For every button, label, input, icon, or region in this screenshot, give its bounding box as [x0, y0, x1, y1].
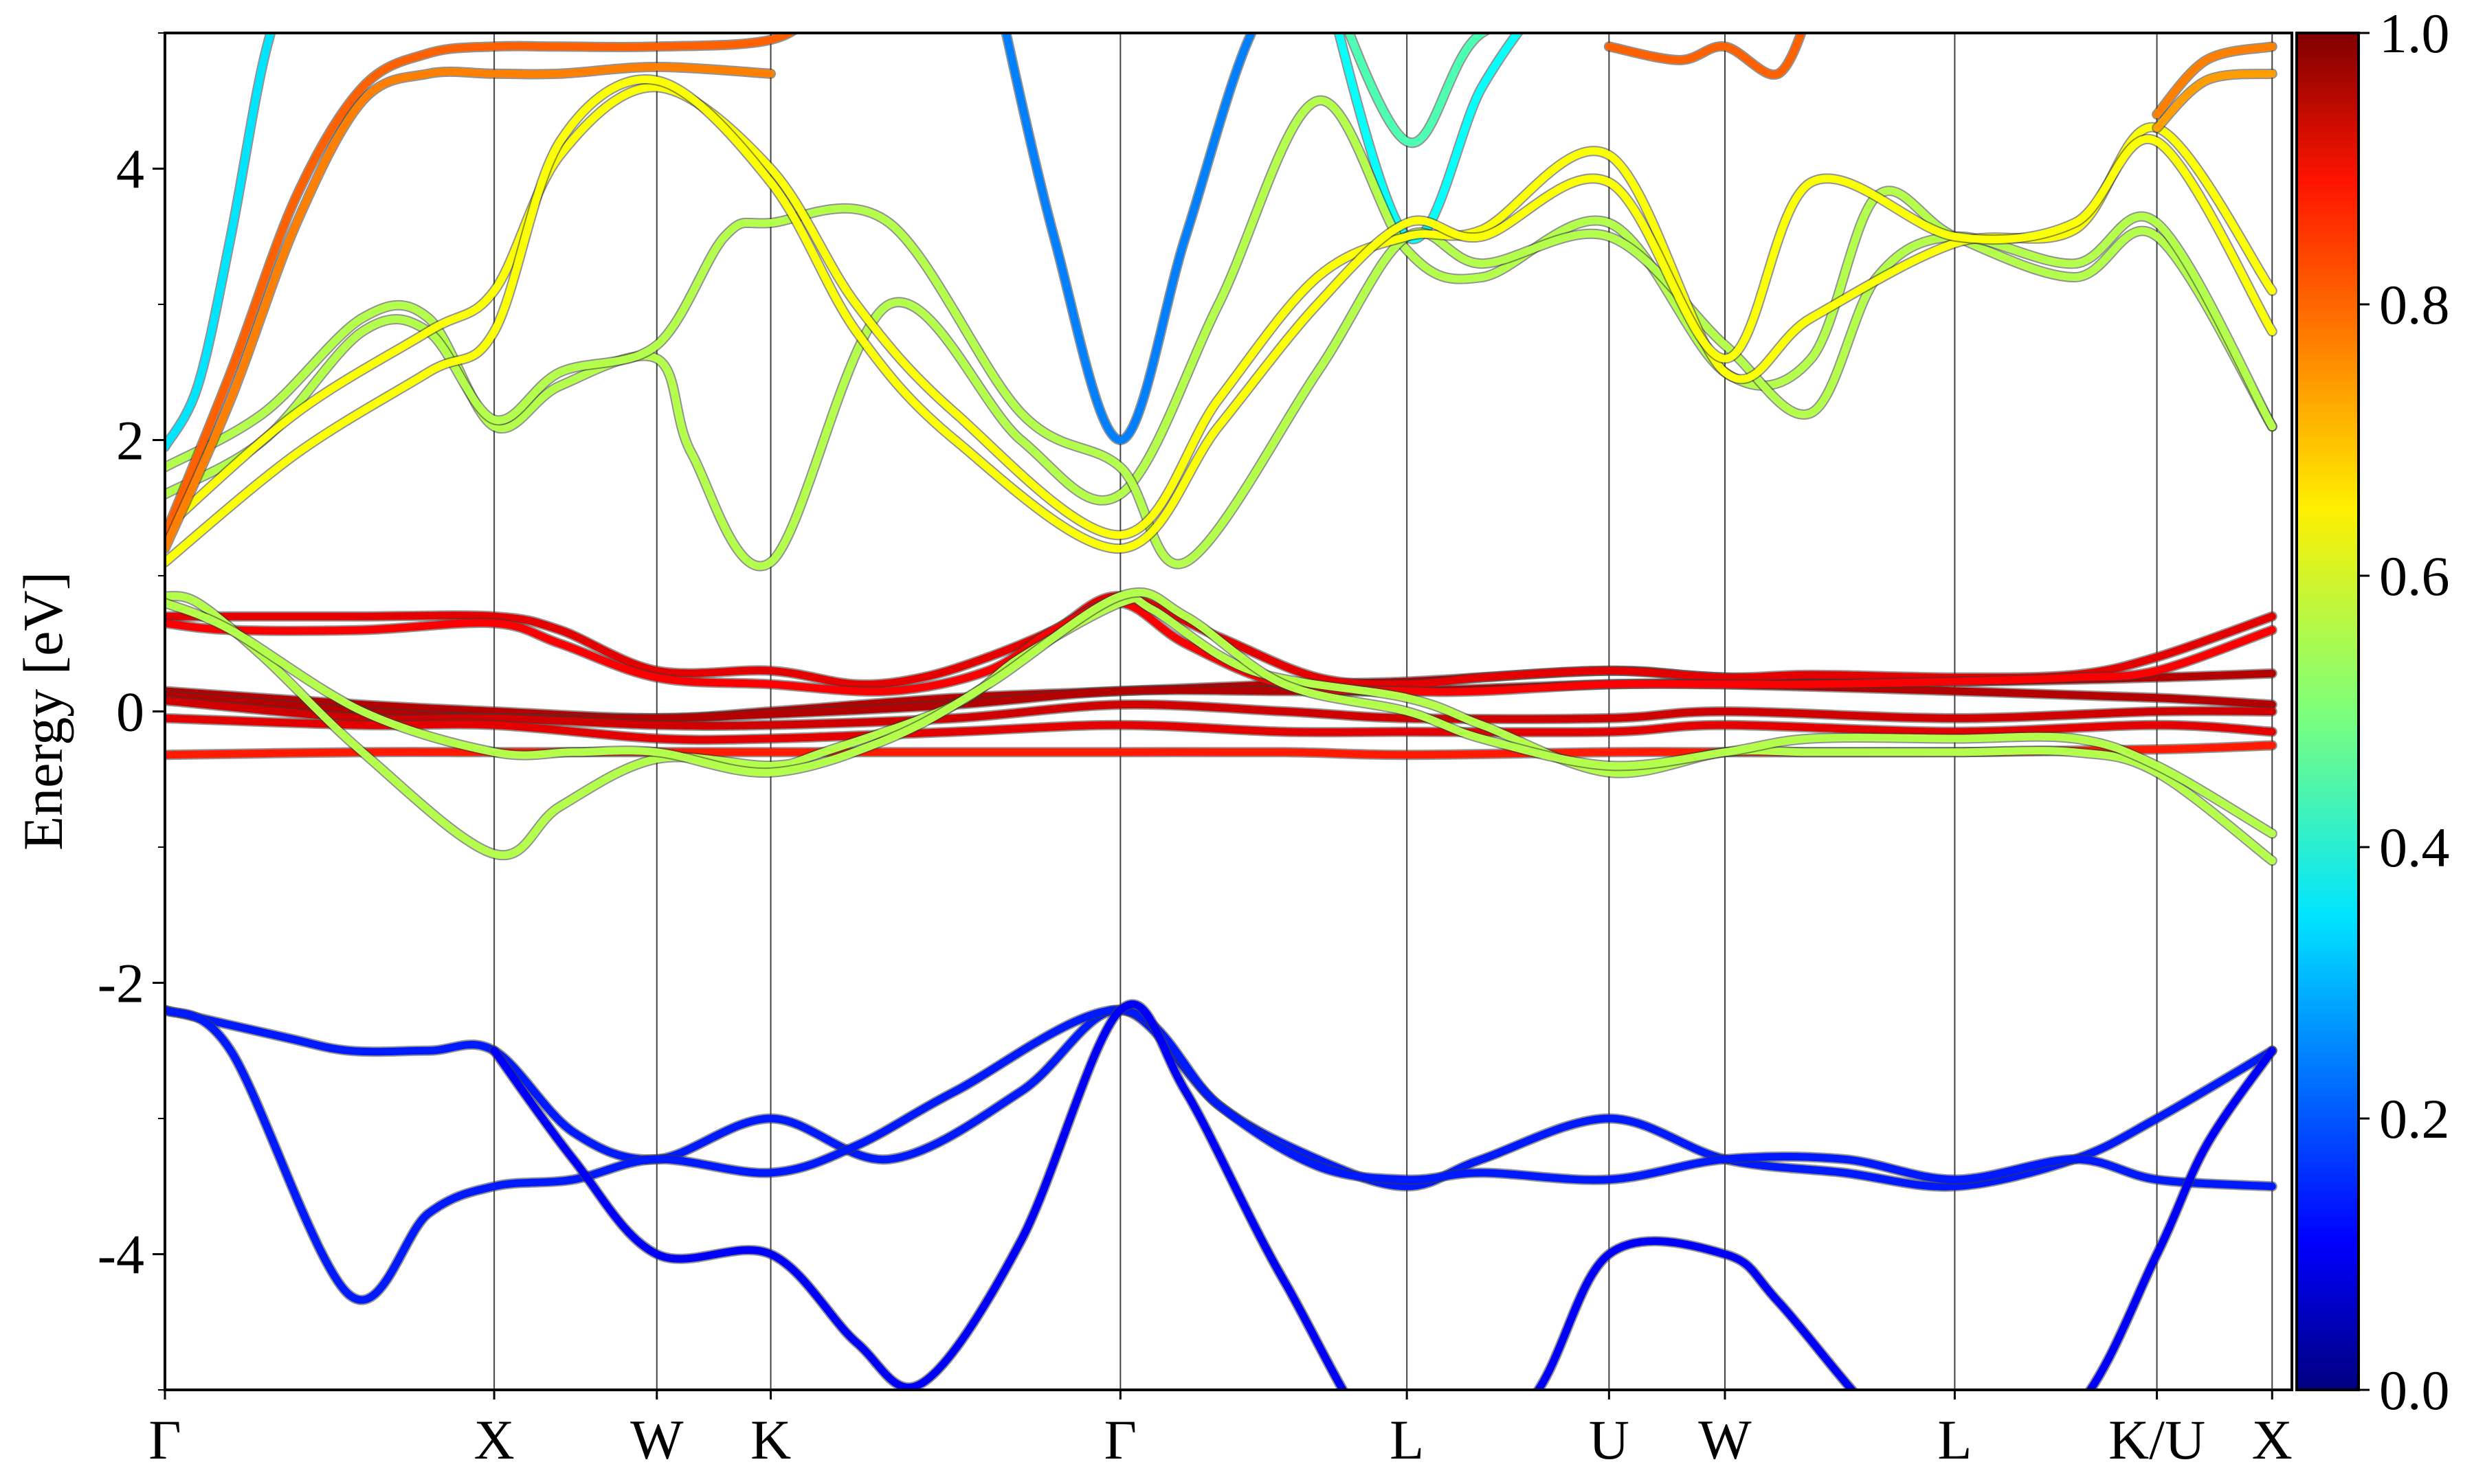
y-tick-label: -2 [98, 952, 144, 1015]
x-tick-label: U [1589, 1408, 1629, 1471]
band-line [165, 96, 2276, 570]
band-line [1335, 33, 1522, 243]
x-axis: Γ X W K Γ L U W L K/U X [148, 1390, 2293, 1471]
band-outline [165, 203, 2277, 570]
band-line [165, 592, 2276, 865]
colorbar-tick-label: 0.6 [2379, 545, 2450, 607]
band-lines [165, 33, 2277, 1390]
x-tick-label: W [630, 1408, 684, 1471]
band-line [1345, 33, 1490, 147]
band-line [165, 697, 2276, 730]
colorbar-axis: 0.0 0.2 0.4 0.6 0.8 1.0 [2359, 2, 2450, 1421]
band-line [165, 63, 774, 552]
band-line [165, 33, 797, 539]
y-tick-label: 4 [116, 138, 144, 201]
y-tick-label: 2 [116, 409, 144, 472]
band-line [2153, 69, 2276, 132]
band-line [165, 76, 2276, 566]
band-outline [1603, 33, 1807, 80]
x-tick-label: W [1698, 1408, 1752, 1471]
band-line [1002, 33, 1256, 444]
band-line [165, 204, 2276, 568]
x-tick-label: X [2252, 1408, 2293, 1471]
y-tick-label: 0 [116, 681, 144, 743]
colorbar-tick-label: 1.0 [2379, 2, 2450, 65]
band-outline [165, 74, 2277, 567]
colorbar-tick-label: 0.4 [2379, 816, 2450, 879]
y-axis-title: Energy [eV] [12, 572, 74, 851]
band-line [2153, 43, 2276, 118]
band-line [165, 714, 2276, 744]
y-tick-label: -4 [98, 1224, 144, 1286]
colorbar [2295, 32, 2360, 1391]
band-line [1605, 33, 1805, 79]
band-outline [489, 999, 2277, 1390]
band-outline [1344, 33, 1493, 148]
y-axis: 4 2 0 -2 -4 [98, 32, 165, 1391]
x-tick-label: L [1390, 1408, 1424, 1471]
band-line [490, 1000, 2276, 1390]
band-outline [2152, 68, 2277, 133]
x-tick-label: Γ [1104, 1408, 1137, 1471]
x-tick-label: Γ [148, 1408, 181, 1471]
band-line [165, 588, 2276, 837]
colorbar-tick-label: 0.0 [2379, 1359, 2450, 1421]
colorbar-tick-label: 0.2 [2379, 1088, 2450, 1150]
band-outline [165, 95, 2277, 572]
band-line [165, 592, 2276, 688]
colorbar-tick-label: 0.8 [2379, 273, 2450, 336]
band-line [165, 33, 275, 451]
x-tick-label: X [473, 1408, 514, 1471]
x-tick-label: K [750, 1408, 791, 1471]
x-tick-label: L [1937, 1408, 1972, 1471]
x-tick-label: K/U [2108, 1408, 2205, 1471]
band-line [165, 598, 2276, 696]
